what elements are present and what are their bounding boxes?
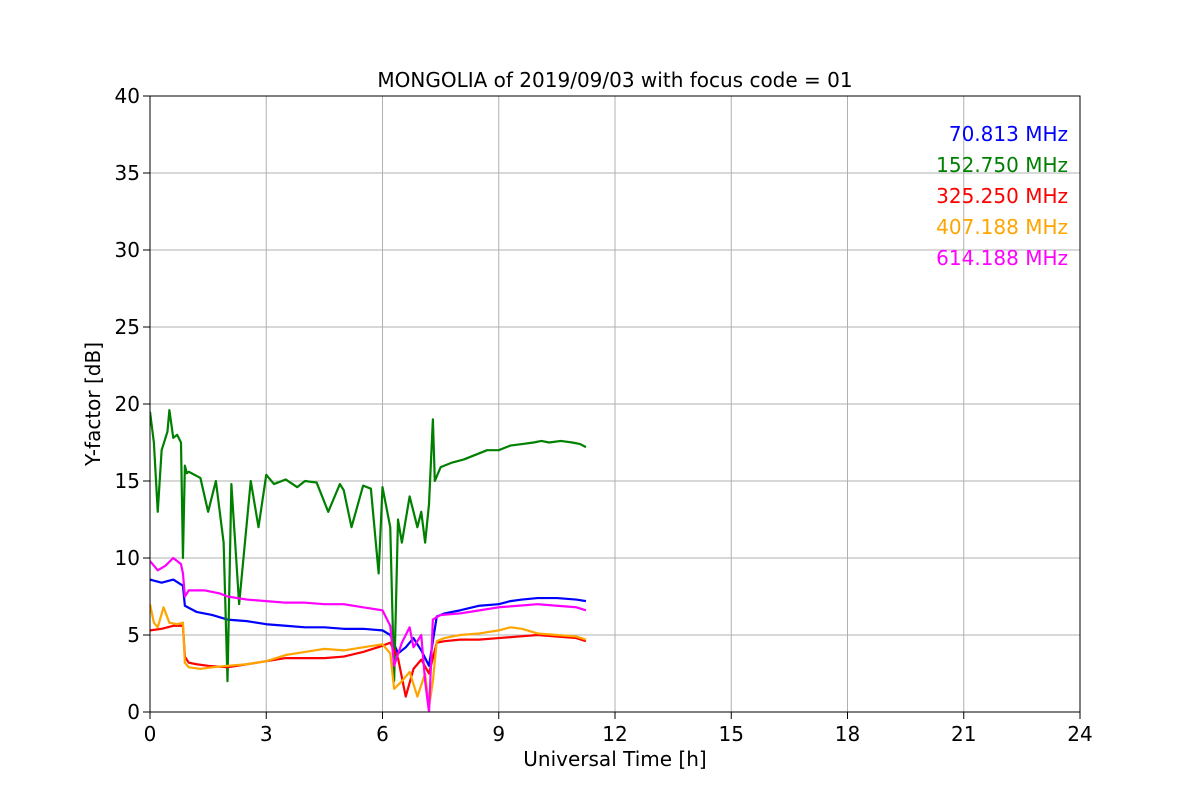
chart-title: MONGOLIA of 2019/09/03 with focus code =…: [377, 68, 852, 92]
y-tick-label: 10: [115, 546, 140, 570]
y-tick-label: 5: [127, 623, 140, 647]
series-line-4: [150, 603, 587, 709]
x-tick-label: 6: [376, 722, 389, 746]
y-tick-label: 15: [115, 469, 140, 493]
ticks: 0 3 6 9 12 15 18 21 24 0 5 10 15 20 25 30 35 40: [115, 84, 1093, 746]
x-axis-label: Universal Time [h]: [523, 747, 706, 771]
y-tick-label: 30: [115, 238, 140, 262]
x-tick-label: 9: [492, 722, 505, 746]
y-tick-label: 20: [115, 392, 140, 416]
x-tick-label: 15: [719, 722, 744, 746]
legend-entry: 407.188 MHz: [936, 215, 1068, 239]
y-tick-label: 40: [115, 84, 140, 108]
legend: 70.813 MHz 152.750 MHz 325.250 MHz 407.188 …: [936, 122, 1068, 270]
legend-entry: 152.750 MHz: [936, 153, 1068, 177]
series-line-2: [150, 409, 587, 683]
x-tick-label: 12: [602, 722, 627, 746]
legend-entry: 70.813 MHz: [949, 122, 1068, 146]
x-tick-label: 3: [260, 722, 273, 746]
series-line-5: [150, 556, 587, 712]
legend-entry: 614.188 MHz: [936, 246, 1068, 270]
y-axis-label: Y-factor [dB]: [81, 342, 105, 467]
x-tick-label: 21: [951, 722, 976, 746]
x-tick-label: 24: [1067, 722, 1092, 746]
y-tick-label: 25: [115, 315, 140, 339]
x-tick-label: 0: [144, 722, 157, 746]
y-tick-label: 35: [115, 161, 140, 185]
series-layer: [150, 409, 587, 712]
x-tick-label: 18: [835, 722, 860, 746]
legend-entry: 325.250 MHz: [936, 184, 1068, 208]
y-tick-label: 0: [127, 700, 140, 724]
